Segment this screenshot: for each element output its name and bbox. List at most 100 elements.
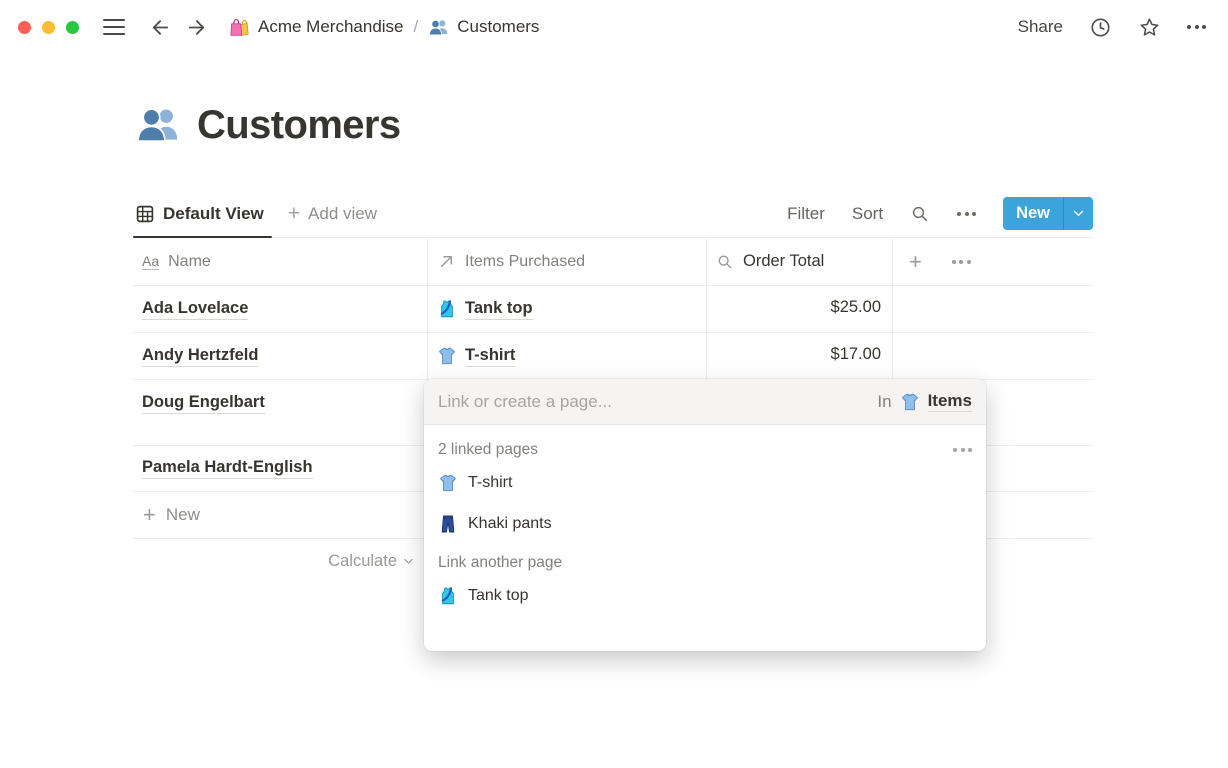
in-database-link[interactable]: Items [927, 391, 972, 412]
name-cell[interactable]: Doug Engelbart [133, 380, 428, 445]
breadcrumb-separator: / [413, 17, 419, 36]
column-label: Name [168, 252, 211, 270]
column-header-items-purchased[interactable]: Items Purchased [428, 238, 707, 285]
add-view-button[interactable]: + Add view [288, 203, 377, 224]
items-cell[interactable]: T-shirt [428, 333, 707, 379]
breadcrumb: Acme Merchandise / Customers [229, 17, 539, 38]
table-row: Andy Hertzfeld T-shirt $17.00 [133, 333, 1093, 380]
popup-in-target: In Items [877, 391, 972, 412]
order-total-cell[interactable]: $17.00 [707, 333, 893, 379]
name-cell[interactable]: Ada Lovelace [133, 286, 428, 332]
table-options-icon[interactable] [951, 259, 971, 264]
page-link[interactable]: Doug Engelbart [142, 392, 265, 414]
column-header-extra: + [893, 238, 1093, 285]
suggested-page-label[interactable]: Tank top [468, 586, 529, 604]
tank-top-icon [440, 299, 454, 318]
column-header-order-total[interactable]: Order Total [707, 238, 893, 285]
breadcrumb-workspace-label: Acme Merchandise [258, 17, 404, 36]
rollup-search-icon [716, 253, 734, 271]
linked-page-label[interactable]: Khaki pants [468, 514, 552, 532]
t-shirt-icon [439, 347, 455, 364]
share-button[interactable]: Share [1017, 17, 1063, 36]
linked-pages-section-header: 2 linked pages [438, 438, 972, 462]
in-label: In [877, 391, 892, 411]
table-header-row: Aa Name Items Purchased Order Total + [133, 238, 1093, 286]
topbar-actions: Share [1018, 16, 1206, 39]
breadcrumb-workspace[interactable]: Acme Merchandise [229, 17, 404, 38]
column-label: Items Purchased [465, 252, 586, 270]
people-icon [429, 19, 448, 35]
calculate-button[interactable]: Calculate [133, 552, 428, 571]
add-view-label: Add view [308, 203, 378, 223]
new-button-divider [1063, 197, 1064, 230]
page-header: Customers [135, 102, 401, 148]
link-another-section-header: Link another page [438, 554, 563, 571]
view-tab-label: Default View [163, 203, 264, 223]
new-button[interactable]: New [1003, 197, 1093, 230]
forward-arrow-icon[interactable] [185, 16, 208, 39]
linked-page-chip[interactable]: T-shirt [437, 345, 516, 367]
people-icon[interactable] [135, 102, 181, 148]
more-options-icon[interactable] [1187, 25, 1206, 29]
tab-default-view[interactable]: Default View [133, 190, 276, 238]
column-label: Order Total [743, 252, 825, 270]
link-page-popup: In Items 2 linked pages T-shirt Khaki pa… [424, 379, 986, 651]
popup-body: 2 linked pages T-shirt Khaki pants Link … [424, 425, 986, 616]
tank-top-icon [441, 586, 455, 605]
view-toolbar: Default View + Add view Filter Sort New [133, 190, 1093, 238]
sort-button[interactable]: Sort [851, 203, 884, 223]
search-icon[interactable] [910, 204, 930, 224]
new-button-label[interactable]: New [1016, 204, 1050, 222]
relation-arrow-icon [437, 252, 456, 271]
minimize-window-button[interactable] [42, 20, 55, 34]
zoom-window-button[interactable] [66, 20, 79, 34]
order-total-cell[interactable]: $25.00 [707, 286, 893, 332]
new-row-label: New [165, 505, 200, 524]
table-view-icon [136, 205, 154, 223]
linked-page-label[interactable]: T-shirt [468, 473, 513, 491]
linked-page-item[interactable]: T-shirt [438, 462, 972, 503]
empty-cell [893, 333, 1093, 379]
text-property-icon: Aa [142, 252, 160, 271]
calculate-label: Calculate [328, 551, 397, 570]
page-link[interactable]: Ada Lovelace [142, 298, 249, 320]
page-link[interactable]: Pamela Hardt-English [142, 457, 313, 479]
shopping-bags-icon [230, 18, 249, 36]
linked-pages-header-label: 2 linked pages [438, 441, 538, 458]
back-arrow-icon[interactable] [149, 16, 172, 39]
page-title: Customers [197, 102, 401, 147]
add-column-icon[interactable]: + [909, 248, 922, 274]
linked-pages-options-icon[interactable] [953, 448, 972, 452]
close-window-button[interactable] [18, 20, 31, 34]
clock-icon[interactable] [1089, 16, 1112, 39]
linked-page-label[interactable]: Tank top [465, 298, 533, 320]
link-page-search-input[interactable] [438, 391, 878, 412]
linked-page-chip[interactable]: Tank top [437, 298, 533, 320]
window-topbar: Acme Merchandise / Customers Share [0, 0, 1228, 54]
t-shirt-icon [901, 393, 918, 410]
chevron-down-icon [402, 555, 415, 568]
filter-button[interactable]: Filter [787, 203, 825, 223]
t-shirt-icon [440, 474, 456, 491]
calculate-row: Calculate [133, 539, 1093, 583]
linked-page-label[interactable]: T-shirt [465, 345, 516, 367]
star-icon[interactable] [1138, 16, 1161, 39]
column-header-name[interactable]: Aa Name [133, 238, 428, 285]
plus-icon: + [143, 502, 156, 527]
chevron-down-icon[interactable] [1064, 197, 1093, 230]
view-options-icon[interactable] [957, 211, 977, 216]
linked-page-item[interactable]: Khaki pants [438, 503, 972, 544]
items-cell[interactable]: Tank top [428, 286, 707, 332]
table-row: Ada Lovelace Tank top $25.00 [133, 286, 1093, 333]
breadcrumb-page-label: Customers [457, 17, 540, 36]
traffic-lights [18, 20, 79, 34]
suggested-page-item[interactable]: Tank top [438, 575, 972, 616]
name-cell[interactable]: Andy Hertzfeld [133, 333, 428, 379]
popup-search-bar: In Items [424, 379, 986, 425]
name-cell[interactable]: Pamela Hardt-English [133, 446, 428, 491]
sidebar-toggle-icon[interactable] [103, 18, 125, 36]
page-link[interactable]: Andy Hertzfeld [142, 345, 259, 367]
breadcrumb-page[interactable]: Customers [428, 17, 539, 38]
toolbar-actions: Filter Sort New [787, 197, 1093, 230]
